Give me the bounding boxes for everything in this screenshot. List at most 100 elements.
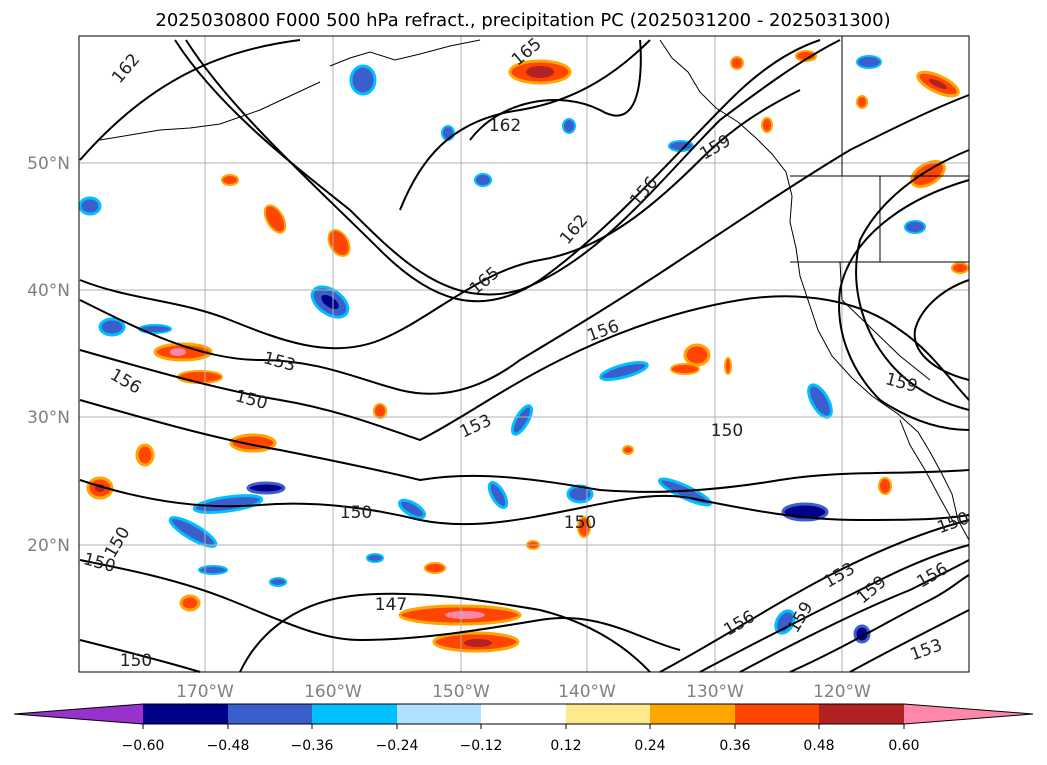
lon-label: 150°W — [432, 682, 490, 702]
contour-line — [699, 544, 970, 673]
precip-blob — [683, 343, 711, 367]
precip-blob — [856, 55, 882, 69]
precip-blob — [349, 64, 377, 96]
precip-blob — [464, 639, 492, 647]
contour-label: 150 — [120, 651, 152, 671]
colorbar-segment — [312, 704, 397, 724]
colorbar-tick-label: 0.24 — [634, 738, 665, 754]
colorbar-extend-high — [904, 704, 1033, 724]
coastline-north-america — [659, 39, 970, 541]
precip-blob — [878, 477, 892, 495]
colorbar-tick-label: −0.60 — [122, 738, 165, 754]
precip-blob — [135, 443, 155, 467]
coastline — [99, 36, 970, 541]
colorbar-tick-label: −0.36 — [291, 738, 334, 754]
colorbar-segment — [735, 704, 819, 724]
colorbar-segment — [228, 704, 312, 724]
precip-blob — [373, 403, 387, 419]
precip-blob — [366, 553, 384, 563]
colorbar-tick-label: 0.60 — [888, 738, 919, 754]
contour-line — [913, 279, 970, 381]
precip-blob — [98, 317, 126, 337]
precip-blob — [670, 363, 700, 375]
colorbar-tick-label: 0.48 — [803, 738, 834, 754]
precip-blob — [263, 204, 287, 234]
latitude-labels: 50°N 40°N 30°N 20°N — [27, 154, 70, 556]
colorbar-tick-label: −0.48 — [207, 738, 250, 754]
contour-label: 162 — [489, 116, 521, 136]
precip-blob — [774, 609, 796, 635]
precip-blob — [321, 294, 339, 310]
lat-label: 30°N — [27, 408, 70, 428]
contour-line — [838, 179, 970, 431]
colorbar-tick-label: −0.12 — [460, 738, 503, 754]
precip-blob — [78, 196, 102, 216]
contour-line — [789, 574, 970, 673]
contour-line — [399, 39, 651, 211]
contour-label: 150 — [711, 421, 743, 441]
state-border — [839, 261, 931, 381]
precip-blob — [724, 357, 732, 375]
precip-blob — [327, 229, 351, 257]
contour-line — [79, 89, 801, 350]
precip-blob — [730, 56, 744, 70]
contour-line — [79, 295, 970, 442]
precip-blob — [170, 348, 186, 356]
map-background — [79, 36, 969, 672]
colorbar-tick-label: 0.12 — [550, 738, 581, 754]
lat-label: 40°N — [27, 281, 70, 301]
contour-line — [79, 639, 201, 673]
lat-label: 50°N — [27, 154, 70, 174]
colorbar-tick-label: 0.36 — [719, 738, 750, 754]
lon-label: 130°W — [686, 682, 744, 702]
contour-label: 150 — [564, 513, 596, 533]
map-title: 2025030800 F000 500 hPa refract., precip… — [155, 10, 890, 31]
colorbar-segment — [143, 704, 228, 724]
contour-label: 150 — [340, 503, 372, 523]
precip-blob — [445, 611, 485, 619]
contour-line — [239, 592, 651, 673]
lat-label: 20°N — [27, 536, 70, 556]
lon-label: 160°W — [304, 682, 362, 702]
map-panel: 162 165 162 159 156 162 165 156 153 156 … — [78, 34, 972, 673]
precip-blob — [269, 577, 287, 587]
contour-label: 147 — [375, 595, 407, 615]
precip-blob — [246, 481, 286, 495]
longitude-labels: 170°W 160°W 150°W 140°W 130°W 120°W — [176, 682, 871, 702]
contour-line — [855, 149, 970, 411]
precip-blob — [198, 565, 228, 575]
precip-blob — [910, 160, 946, 188]
precip-blob — [221, 174, 239, 186]
colorbar-segment — [397, 704, 481, 724]
precip-blob — [424, 562, 446, 574]
precip-blob — [951, 262, 969, 274]
precip-anomaly-fill — [78, 50, 969, 653]
colorbar-segment — [566, 704, 650, 724]
precip-blob — [179, 594, 201, 612]
contour-line — [659, 519, 970, 673]
precip-blob — [526, 66, 554, 78]
contour-line — [185, 39, 821, 303]
map-frame — [78, 35, 970, 673]
contour-line — [79, 39, 301, 161]
precip-blob — [928, 78, 948, 90]
colorbar-extend-low — [14, 704, 143, 724]
precip-blob — [856, 95, 868, 109]
precip-blob — [398, 498, 426, 520]
colorbar-tick-label: −0.24 — [376, 738, 419, 754]
precip-blob — [795, 50, 817, 62]
precip-blob — [599, 361, 649, 381]
contour-line — [739, 559, 970, 673]
colorbar: −0.60 −0.48 −0.36 −0.24 −0.12 0.12 0.24 … — [13, 703, 1034, 754]
precip-blob — [622, 445, 634, 455]
lon-label: 120°W — [813, 682, 871, 702]
graticule — [79, 36, 969, 672]
precip-blob — [761, 117, 773, 133]
lon-label: 140°W — [558, 682, 616, 702]
precip-blob — [474, 173, 492, 187]
contour-line — [79, 559, 681, 651]
precip-blob — [562, 118, 576, 134]
precip-blob — [192, 494, 264, 514]
contour-line — [79, 479, 970, 526]
